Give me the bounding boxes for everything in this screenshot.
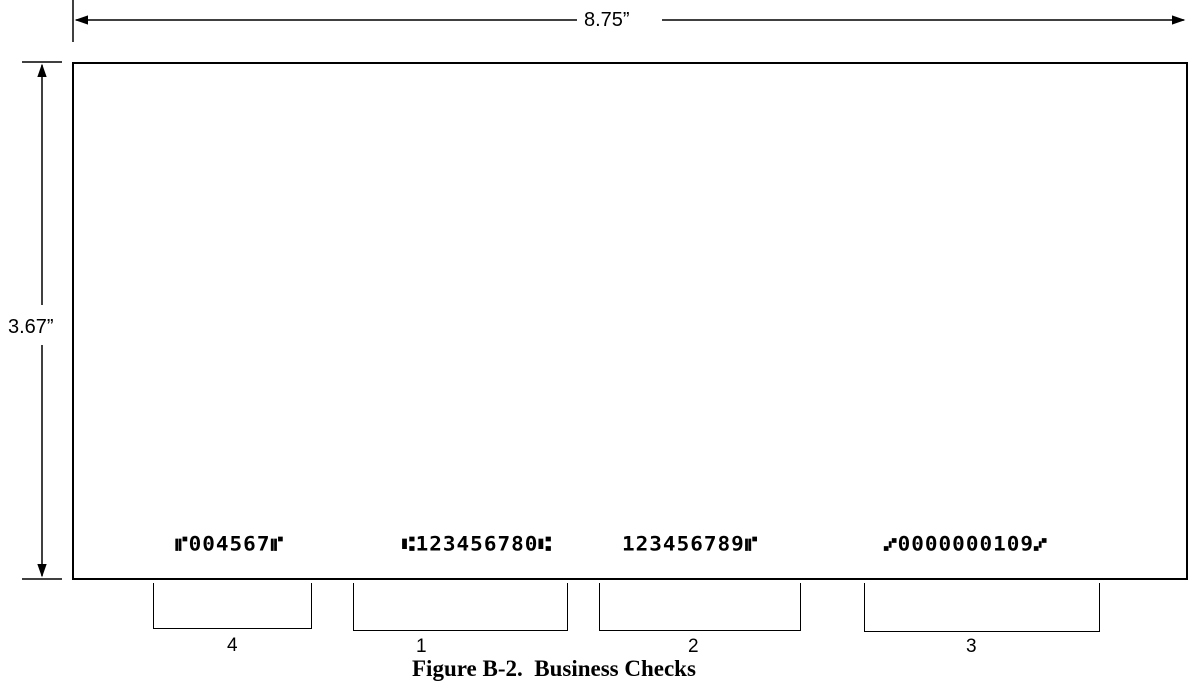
field-number-1: 1 bbox=[416, 636, 427, 657]
field-number-3: 3 bbox=[966, 636, 977, 657]
micr-field-2: 123456789⑈ bbox=[622, 532, 759, 556]
field-number-2: 2 bbox=[688, 636, 699, 657]
micr-field-4: ⑈004567⑈ bbox=[175, 532, 285, 556]
check-outline bbox=[72, 62, 1188, 580]
bracket-field-2 bbox=[599, 583, 801, 631]
micr-field-1: ⑆123456780⑆ bbox=[402, 532, 552, 556]
micr-field-3: ⑇0000000109⑇ bbox=[884, 532, 1048, 556]
bracket-field-4 bbox=[153, 583, 312, 629]
field-number-4: 4 bbox=[227, 635, 238, 656]
width-dimension-label: 8.75” bbox=[584, 9, 630, 31]
bracket-field-1 bbox=[353, 583, 568, 631]
bracket-field-3 bbox=[864, 583, 1100, 632]
figure-caption: Figure B-2. Business Checks bbox=[412, 656, 696, 681]
height-dimension-label: 3.67” bbox=[8, 316, 54, 338]
